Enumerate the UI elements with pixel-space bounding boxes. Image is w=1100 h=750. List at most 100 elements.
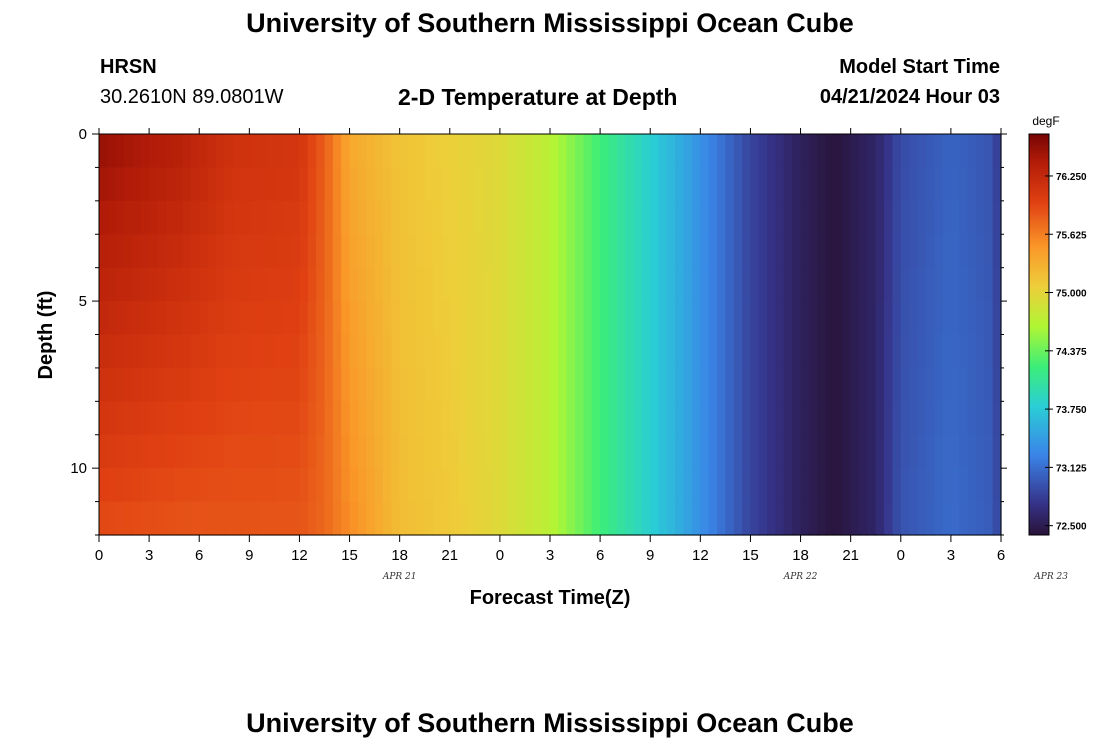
heatmap-cell [232, 434, 242, 469]
heatmap-cell [474, 401, 484, 436]
heatmap-cell [516, 267, 526, 302]
heatmap-cell [533, 434, 543, 469]
heatmap-cell [641, 301, 651, 336]
heatmap-cell [524, 401, 534, 436]
heatmap-cell [850, 234, 860, 269]
heatmap-cell [140, 501, 150, 536]
heatmap-cell [449, 334, 459, 369]
heatmap-cell [282, 200, 292, 235]
heatmap-cell [633, 167, 643, 202]
heatmap-cell [433, 167, 443, 202]
heatmap-cell [566, 401, 576, 436]
heatmap-cell [382, 134, 392, 169]
heatmap-cell [408, 334, 417, 369]
heatmap-cell [742, 200, 752, 235]
heatmap-cell [742, 301, 752, 336]
heatmap-cell [892, 501, 902, 536]
heatmap-cell [925, 200, 935, 235]
heatmap-cell [391, 134, 401, 169]
heatmap-cell [508, 267, 518, 302]
heatmap-cell [583, 301, 593, 336]
heatmap-cell [408, 468, 417, 503]
heatmap-cell [625, 301, 635, 336]
heatmap-cell [700, 234, 710, 269]
heatmap-cell [466, 434, 476, 469]
heatmap-cell [616, 501, 626, 536]
model-start-time: 04/21/2024 Hour 03 [819, 86, 1000, 108]
heatmap-cell [608, 501, 618, 536]
heatmap-cell [499, 334, 509, 369]
heatmap-cell [416, 167, 426, 202]
heatmap-cell [474, 134, 484, 169]
heatmap-cell [825, 401, 835, 436]
heatmap-cell [984, 267, 994, 302]
heatmap-cell [149, 234, 159, 269]
heatmap-cell [349, 267, 359, 302]
x-tick-label: 12 [291, 547, 308, 564]
heatmap-cell [783, 200, 793, 235]
heatmap-cell [357, 401, 367, 436]
heatmap-cell [817, 234, 827, 269]
heatmap-cell [499, 501, 509, 536]
heatmap-cell [449, 468, 459, 503]
heatmap-cell [767, 200, 777, 235]
heatmap-cell [641, 200, 651, 235]
heatmap-cell [274, 267, 284, 302]
heatmap-cell [516, 301, 526, 336]
heatmap-cell [99, 334, 108, 369]
heatmap-cell [307, 167, 317, 202]
heatmap-cell [474, 234, 484, 269]
heatmap-cell [950, 267, 960, 302]
heatmap-cell [533, 267, 543, 302]
chart-title: University of Southern Mississippi Ocean… [246, 8, 854, 38]
heatmap-cell [833, 167, 843, 202]
heatmap-cell [115, 468, 125, 503]
heatmap-cell [157, 234, 167, 269]
heatmap-cell [332, 367, 342, 402]
heatmap-cell [474, 367, 484, 402]
heatmap-cell [992, 367, 1002, 402]
heatmap-cell [240, 267, 250, 302]
heatmap-cell [683, 401, 693, 436]
heatmap-cell [600, 468, 610, 503]
heatmap-cell [190, 200, 200, 235]
heatmap-cell [266, 367, 275, 402]
heatmap-cell [675, 301, 685, 336]
heatmap-cell [249, 301, 259, 336]
heatmap-cell [666, 134, 676, 169]
heatmap-cell [859, 434, 868, 469]
heatmap-cell [566, 434, 576, 469]
heatmap-cell [349, 134, 359, 169]
heatmap-cell [633, 501, 643, 536]
heatmap-cell [341, 468, 351, 503]
heatmap-cell [783, 334, 793, 369]
heatmap-cell [174, 434, 184, 469]
heatmap-cell [474, 434, 484, 469]
heatmap-cell [733, 501, 743, 536]
x-tick-label: 6 [596, 547, 604, 564]
heatmap-cell [541, 401, 551, 436]
heatmap-cell [558, 134, 568, 169]
heatmap-cell [650, 134, 660, 169]
heatmap-cell [808, 267, 818, 302]
heatmap-cell [909, 267, 919, 302]
heatmap-cell [190, 167, 200, 202]
heatmap-cell [616, 401, 626, 436]
heatmap-cell [366, 234, 376, 269]
heatmap-cell [382, 267, 392, 302]
heatmap-cell [499, 134, 509, 169]
heatmap-cell [833, 401, 843, 436]
heatmap-cell [182, 301, 192, 336]
x-date-label: APR 21 [382, 572, 417, 582]
heatmap-cell [808, 468, 818, 503]
heatmap-cell [909, 334, 919, 369]
heatmap-cell [942, 167, 952, 202]
heatmap-cell [625, 434, 635, 469]
heatmap-cell [99, 234, 108, 269]
heatmap-cell [516, 401, 526, 436]
heatmap-cell [825, 501, 835, 536]
heatmap-cell [959, 301, 969, 336]
heatmap-cell [892, 301, 902, 336]
heatmap-cell [859, 334, 868, 369]
y-tick-label: 10 [70, 460, 87, 477]
